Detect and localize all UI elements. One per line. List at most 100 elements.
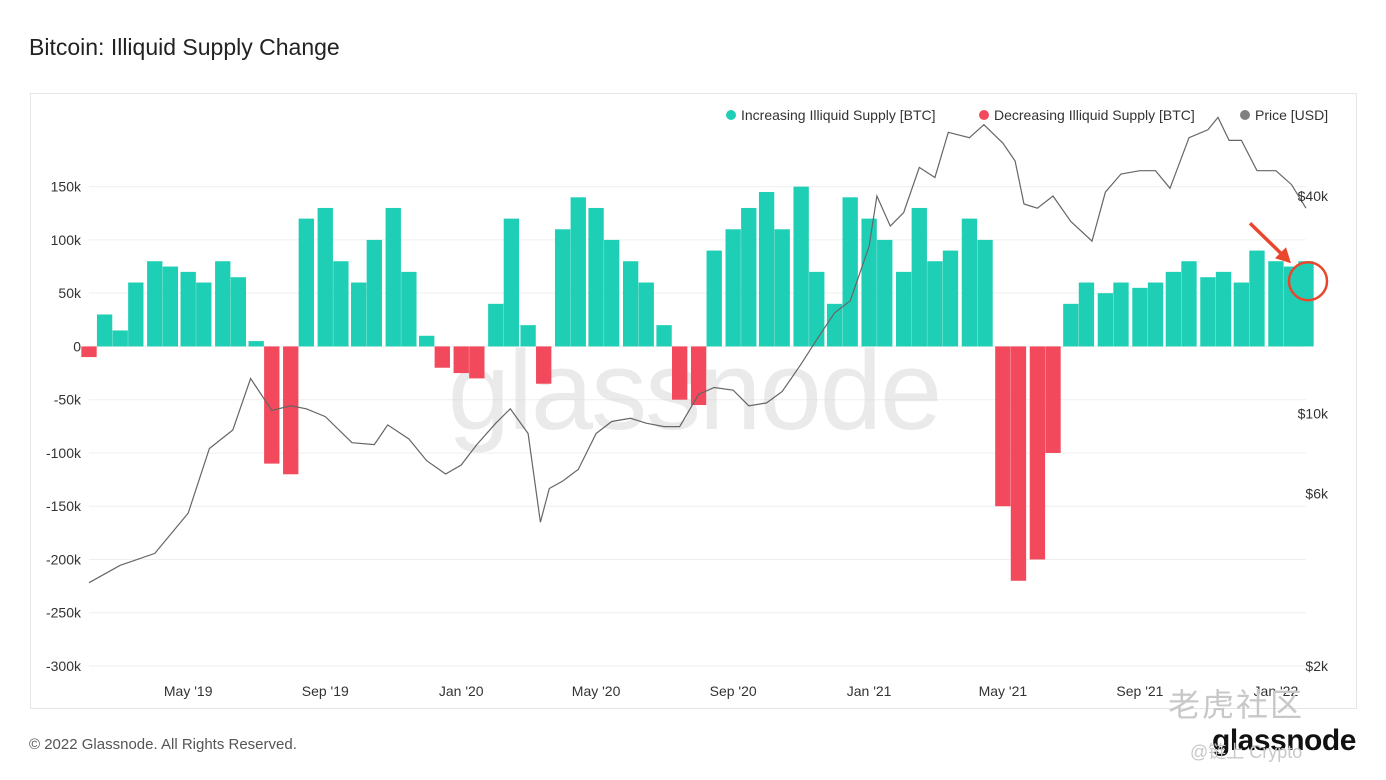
decrease-bar [1010, 346, 1027, 581]
increase-bar [1078, 282, 1095, 347]
legend: Increasing Illiquid Supply [BTC] Decreasi… [726, 107, 1328, 123]
increase-bar [570, 197, 586, 347]
increase-bar [977, 239, 993, 347]
increase-bar [927, 261, 943, 347]
bars [81, 186, 1314, 581]
increase-bar [96, 314, 113, 347]
decrease-bar [283, 346, 299, 475]
legend-item-label: Increasing Illiquid Supply [BTC] [741, 107, 936, 123]
increase-bar [809, 271, 825, 347]
legend-swatch [726, 110, 736, 120]
increase-bar [401, 271, 417, 347]
increase-bar [147, 261, 163, 347]
increase-bar [1132, 287, 1148, 347]
increase-bar [758, 191, 775, 347]
x-tick: Jan '22 [1254, 683, 1299, 699]
increase-bar [1233, 282, 1250, 347]
increase-bar [112, 330, 128, 347]
y-axis-left: 150k 100k 50k 0 -50k -100k -150k -200k -250k -300… [46, 179, 82, 674]
increase-bar [942, 250, 959, 347]
increase-bar [162, 266, 179, 347]
increase-bar [366, 239, 382, 347]
legend-swatch [979, 110, 989, 120]
increase-bar [961, 218, 978, 347]
x-tick: Sep '21 [1116, 683, 1163, 699]
increase-bar [180, 271, 196, 347]
decrease-bar [995, 346, 1011, 507]
price-line [88, 116, 1307, 584]
increase-bar [503, 218, 520, 347]
increase-bar [317, 207, 333, 347]
y-left-tick: -50k [54, 392, 82, 408]
increase-bar [638, 282, 654, 347]
legend-item-label: Price [USD] [1255, 107, 1328, 123]
decrease-bar [81, 346, 97, 358]
increase-bar [877, 239, 893, 347]
increase-bar [911, 207, 927, 347]
increase-bar [1249, 250, 1265, 347]
increase-bar [488, 303, 504, 347]
increase-bar [1215, 271, 1232, 347]
increase-bar [520, 325, 536, 347]
increase-bar [842, 197, 858, 347]
increase-bar [656, 325, 672, 347]
increase-bar [741, 207, 757, 347]
increase-bar [196, 282, 212, 347]
x-tick: Sep '19 [302, 683, 349, 699]
x-tick: Jan '21 [847, 683, 892, 699]
increase-bar [1147, 282, 1164, 347]
arrow-head [1275, 247, 1291, 264]
watermark-handle: @链上 Crypto [1190, 742, 1303, 762]
chart-panel: glassnode 150k100k50k0-50k-100k-150k-200… [30, 93, 1357, 709]
watermark-cn: 老虎社区 [1168, 687, 1305, 723]
y-right-tick: $10k [1298, 405, 1329, 421]
increase-bar [706, 250, 722, 347]
increase-bar [1113, 282, 1129, 347]
decrease-bar [453, 346, 469, 374]
decrease-bar [690, 346, 707, 406]
increase-bar [896, 271, 912, 347]
increase-bar [604, 239, 620, 347]
y-left-tick: 150k [51, 179, 82, 195]
legend-swatch [1240, 110, 1250, 120]
y-left-tick: 0 [73, 338, 81, 354]
brand-logo: glassnode [1212, 724, 1356, 757]
y-right-tick: $2k [1305, 658, 1329, 674]
y-axis-right: $40k $10k $6k $2k [1298, 188, 1329, 674]
decrease-bar [671, 346, 688, 400]
increase-bar [333, 261, 349, 347]
price-line-group [88, 116, 1307, 584]
increase-bar [554, 229, 571, 347]
x-axis: May '19 Sep '19 Jan '20 May '20 Sep '20 Jan '… [164, 683, 1299, 699]
increase-bar [725, 229, 741, 347]
y-left-tick: -300k [46, 658, 82, 674]
x-tick: Sep '20 [710, 683, 757, 699]
decrease-bar [264, 346, 280, 464]
legend-item-label: Decreasing Illiquid Supply [BTC] [994, 107, 1195, 123]
increase-bar [774, 229, 790, 347]
increase-bar [1063, 303, 1079, 347]
y-left-tick: 50k [58, 285, 82, 301]
increase-bar [1268, 261, 1284, 347]
increase-bar [385, 207, 401, 347]
increase-bar [622, 261, 639, 347]
x-tick: Jan '20 [439, 683, 484, 699]
y-left-tick: -250k [46, 605, 82, 621]
decrease-bar [469, 346, 485, 379]
annotation [1248, 221, 1329, 302]
increase-bar [826, 303, 843, 347]
y-left-tick: -100k [46, 445, 82, 461]
x-tick: May '19 [164, 683, 213, 699]
increase-bar [1200, 277, 1216, 347]
copyright: © 2022 Glassnode. All Rights Reserved. [29, 736, 297, 753]
increase-bar [419, 335, 435, 347]
increase-bar [1298, 261, 1314, 347]
increase-bar [1181, 261, 1197, 347]
chart-svg[interactable]: glassnode 150k100k50k0-50k-100k-150k-200… [31, 94, 1358, 710]
decrease-bar [1045, 346, 1061, 453]
increase-bar [588, 207, 604, 347]
increase-bar [793, 186, 809, 347]
x-tick: May '20 [572, 683, 621, 699]
highlight-circle [1287, 260, 1329, 302]
increase-bar [230, 277, 247, 347]
